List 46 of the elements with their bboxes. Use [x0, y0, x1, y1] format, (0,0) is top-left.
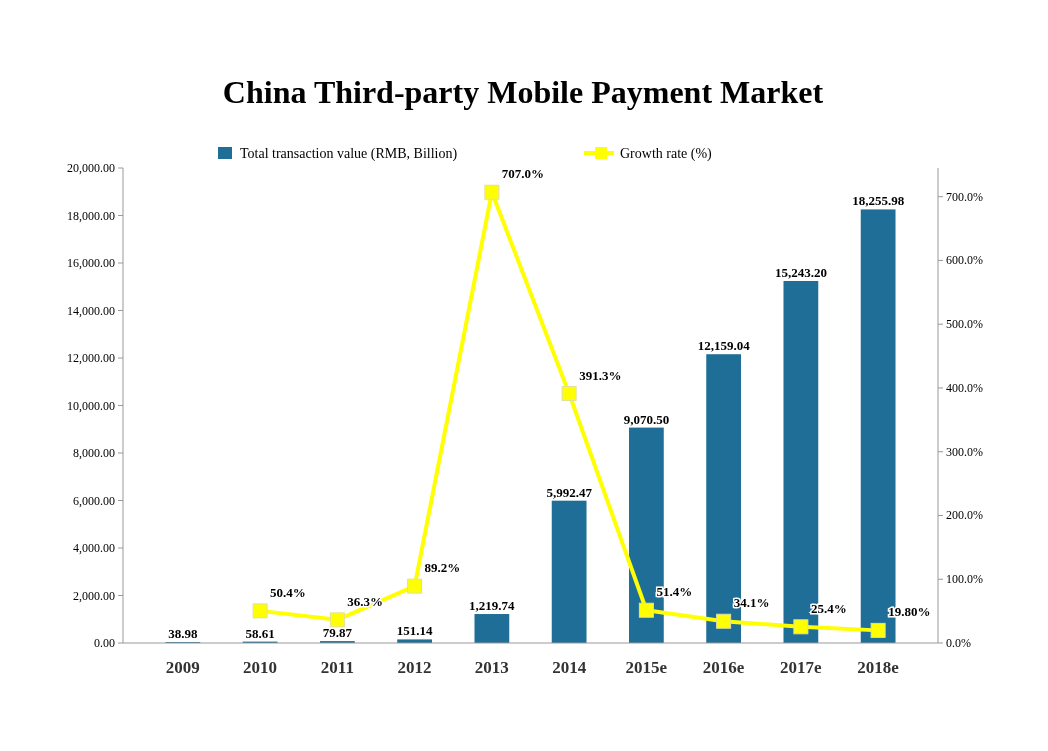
- y-tick-label: 8,000.00: [73, 446, 115, 460]
- x-tick-label: 2011: [320, 658, 354, 677]
- y-tick-label: 20,000.00: [67, 161, 115, 175]
- data-label: 38.98: [168, 626, 198, 642]
- y-tick-label: 2,000.00: [73, 588, 115, 603]
- y-tick-label: 0.00: [94, 636, 115, 650]
- data-label: 58.61: [245, 625, 275, 641]
- data-label: 12,159.04: [697, 338, 751, 354]
- x-tick-label: 2016e: [702, 658, 745, 677]
- x-tick-label: 2013: [474, 658, 509, 677]
- y-tick-label: 4,000.00: [73, 541, 115, 555]
- y-tick-label: 10,000.00: [67, 398, 115, 413]
- legend-label: Total transaction value (RMB, Billion): [240, 146, 458, 162]
- y-tick-label: 6,000.00: [73, 493, 115, 508]
- x-tick-label: 2014: [552, 658, 587, 677]
- x-tick-label: 2017e: [780, 658, 823, 677]
- data-label: 15,243.20: [774, 264, 827, 280]
- y2-tick-label: 300.0%: [946, 444, 983, 459]
- y-tick-label: 12,000.00: [67, 351, 115, 365]
- y2-tick-label: 400.0%: [946, 380, 983, 395]
- y-tick-label: 18,000.00: [67, 208, 115, 223]
- y2-tick-label: 600.0%: [946, 253, 983, 268]
- y-tick-label: 14,000.00: [67, 303, 115, 318]
- x-tick-label: 2015e: [625, 658, 668, 677]
- data-label: 707.0%: [501, 166, 545, 182]
- data-label: 151.14: [396, 623, 433, 639]
- y2-tick-label: 500.0%: [946, 317, 983, 332]
- data-label: 9,070.50: [623, 411, 670, 427]
- data-label: 1,219.74: [469, 598, 516, 614]
- data-label: 79.87: [322, 625, 353, 641]
- data-label: 5,992.47: [546, 484, 593, 500]
- x-tick-label: 2010: [243, 658, 278, 677]
- x-tick-label: 2012: [397, 658, 432, 677]
- x-tick-label: 2018e: [857, 658, 900, 677]
- data-label: 50.4%: [270, 584, 306, 600]
- legend-label: Growth rate (%): [620, 146, 713, 162]
- y-tick-label: 16,000.00: [67, 256, 115, 270]
- y2-tick-label: 0.0%: [946, 636, 971, 650]
- data-label: 391.3%: [579, 367, 622, 383]
- y2-tick-label: 700.0%: [946, 189, 983, 204]
- y2-tick-label: 200.0%: [946, 508, 983, 523]
- data-label: 18,255.98: [852, 193, 905, 209]
- data-label: 89.2%: [424, 560, 461, 576]
- y2-tick-label: 100.0%: [946, 572, 983, 587]
- x-tick-label: 2009: [165, 658, 200, 677]
- chart-title: China Third-party Mobile Payment Market: [222, 74, 824, 110]
